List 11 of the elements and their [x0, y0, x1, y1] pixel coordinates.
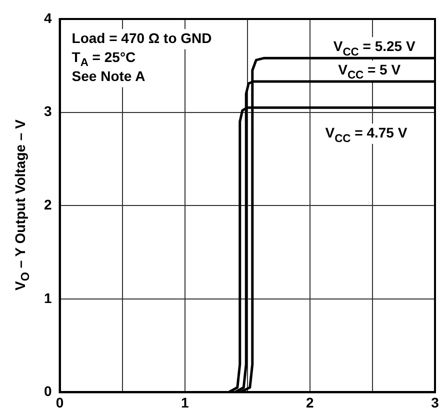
y-tick-label: 4 — [44, 10, 52, 26]
annotation: Load = 470 Ω to GND — [72, 30, 212, 46]
x-tick-label: 1 — [180, 394, 189, 410]
x-tick-label: 0 — [56, 394, 64, 410]
y-tick-label: 0 — [44, 383, 52, 400]
y-tick-label: 1 — [44, 290, 52, 306]
x-tick-label: 3 — [431, 394, 440, 410]
annotation: See Note A — [72, 68, 146, 84]
y-tick-label: 3 — [44, 103, 52, 120]
y-tick-label: 2 — [44, 196, 52, 212]
x-tick-label: 2 — [306, 394, 314, 410]
